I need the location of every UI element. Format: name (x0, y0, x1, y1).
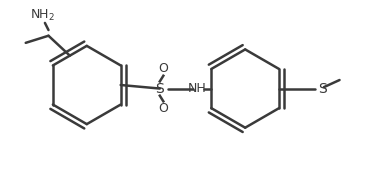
Text: S: S (156, 82, 164, 96)
Text: O: O (158, 62, 168, 75)
Text: NH$_2$: NH$_2$ (30, 8, 55, 23)
Text: O: O (158, 102, 168, 115)
Text: S: S (318, 82, 327, 96)
Text: NH: NH (187, 82, 206, 95)
